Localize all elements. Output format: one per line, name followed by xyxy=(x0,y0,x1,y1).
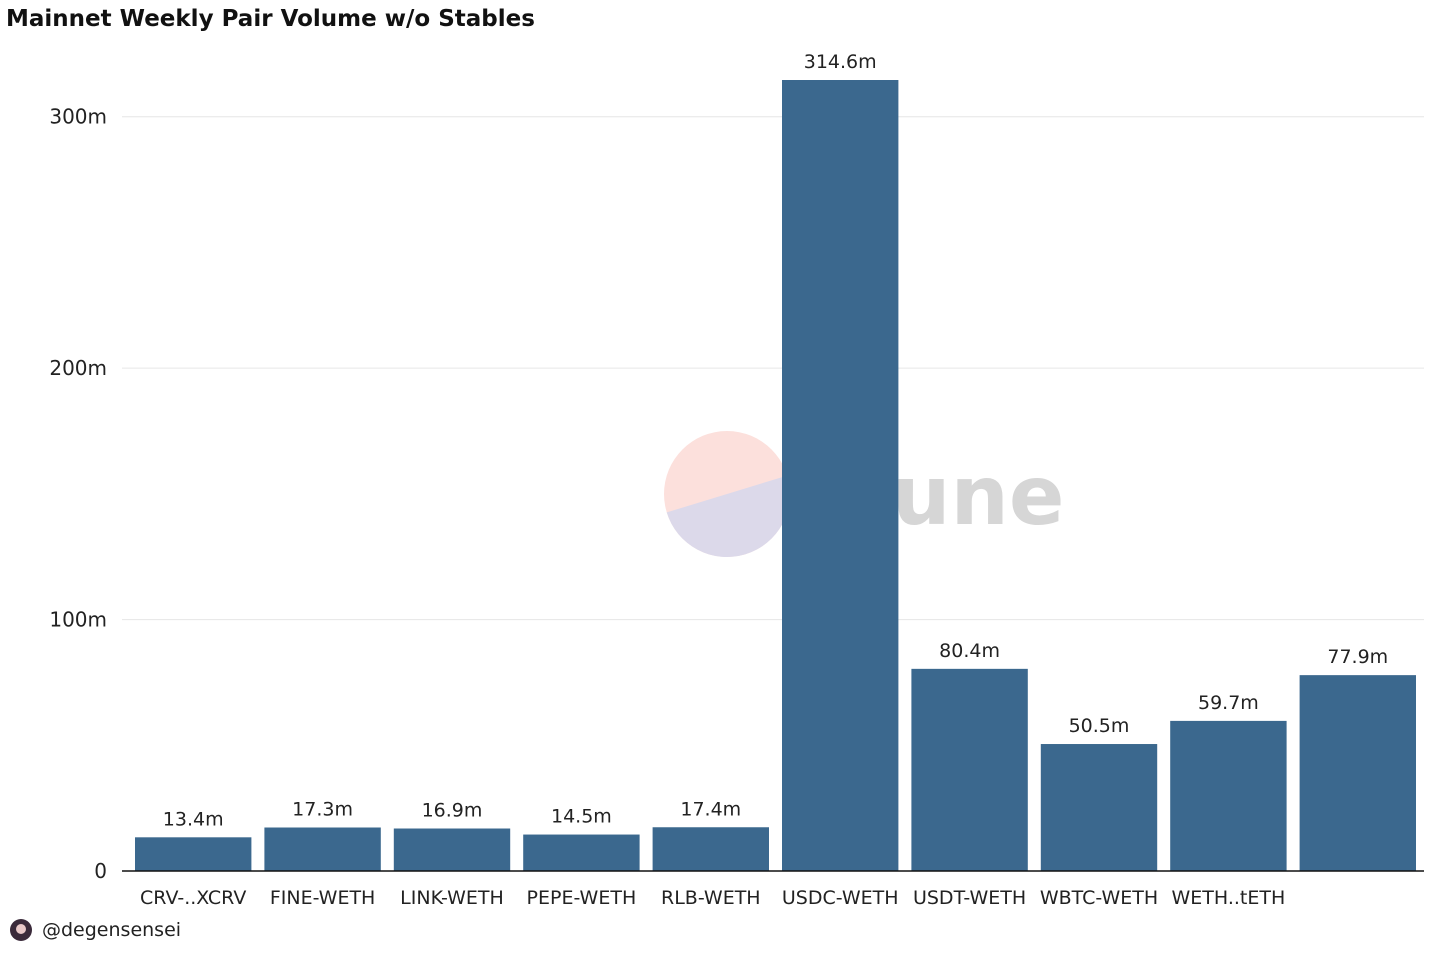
gridlines xyxy=(122,116,1424,621)
bars xyxy=(135,80,1416,871)
data-label: 77.9m xyxy=(1327,646,1388,668)
bar[interactable] xyxy=(523,834,640,871)
data-label: 50.5m xyxy=(1069,715,1130,737)
x-tick-label: RLB-WETH xyxy=(661,887,761,909)
bar[interactable] xyxy=(782,80,899,871)
y-tick-labels: 0 100m 200m 300m xyxy=(49,105,107,883)
data-label: 17.4m xyxy=(680,798,741,820)
data-label: 80.4m xyxy=(939,640,1000,662)
x-tick-label: CRV-..XCRV xyxy=(140,887,246,909)
bar[interactable] xyxy=(135,837,252,871)
x-tick-labels: CRV-..XCRV FINE-WETH LINK-WETH PEPE-WETH RLB… xyxy=(140,887,1285,909)
data-label: 13.4m xyxy=(163,808,224,830)
y-tick-label: 100m xyxy=(49,608,107,632)
data-labels: 13.4m 17.3m 16.9m 14.5m 17.4m 314.6m 80.4m 50.5… xyxy=(163,51,1388,830)
bar[interactable] xyxy=(393,828,511,871)
bar[interactable] xyxy=(264,827,381,871)
dune-logo-lower-icon xyxy=(666,475,790,557)
x-tick-label: WETH..tETH xyxy=(1172,887,1286,909)
avatar[interactable] xyxy=(10,919,32,941)
bar[interactable] xyxy=(1299,675,1416,871)
data-label: 14.5m xyxy=(551,806,612,828)
data-label: 16.9m xyxy=(422,800,483,822)
data-label: 59.7m xyxy=(1198,692,1259,714)
bar[interactable] xyxy=(652,827,769,871)
data-label: 17.3m xyxy=(292,799,353,821)
bar[interactable] xyxy=(1170,720,1287,871)
y-tick-label: 0 xyxy=(94,859,107,883)
x-tick-label: LINK-WETH xyxy=(400,887,504,909)
bar[interactable] xyxy=(1040,744,1158,871)
footer: @degensensei xyxy=(10,919,181,941)
x-tick-label: FINE-WETH xyxy=(270,887,376,909)
x-tick-label: USDC-WETH xyxy=(782,887,899,909)
data-label: 314.6m xyxy=(804,51,877,73)
y-tick-label: 300m xyxy=(49,105,107,129)
bar[interactable] xyxy=(911,668,1028,871)
chart-title: Mainnet Weekly Pair Volume w/o Stables xyxy=(6,6,535,32)
x-tick-label: PEPE-WETH xyxy=(527,887,637,909)
x-tick-label: WBTC-WETH xyxy=(1040,887,1158,909)
y-tick-label: 200m xyxy=(49,356,107,380)
author-handle[interactable]: @degensensei xyxy=(42,919,182,941)
x-tick-label: USDT-WETH xyxy=(913,887,1026,909)
